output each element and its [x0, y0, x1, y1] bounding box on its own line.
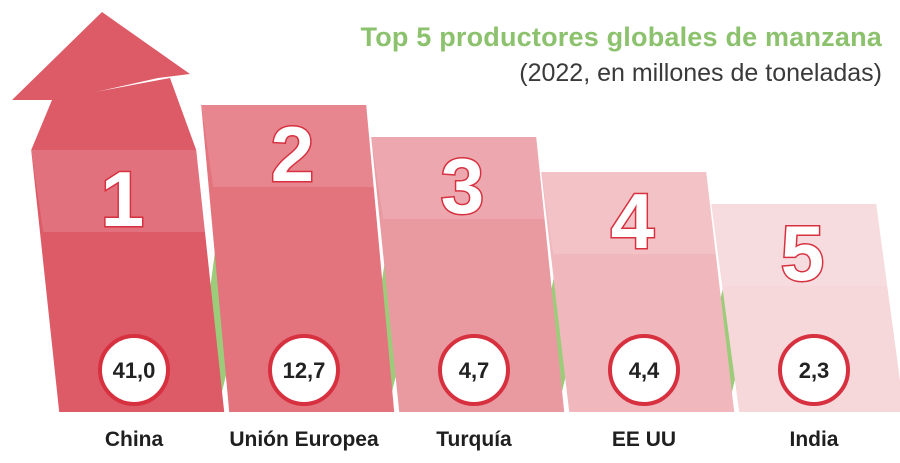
value-circle-4 [608, 334, 680, 406]
bar-4 [541, 172, 735, 412]
value-label-1: 41,0 [113, 358, 156, 383]
rank-number-2: 2 [271, 110, 314, 198]
value-label-2: 12,7 [283, 358, 326, 383]
value-circle-1 [98, 334, 170, 406]
bar-band-2 [201, 105, 379, 187]
chart-title: Top 5 productores globales de manzana [360, 22, 882, 52]
bar-group-1: 1 41,0 China [12, 12, 225, 451]
value-circle-5 [778, 334, 850, 406]
bar-band-1 [31, 150, 209, 232]
value-label-3: 4,7 [459, 358, 490, 383]
bar-band-5 [711, 204, 889, 286]
category-label-2: Unión Europea [229, 428, 379, 451]
bar-group-3: 3 4,7 Turquía [371, 137, 565, 451]
bar-band-4 [541, 172, 719, 254]
arrow-head [12, 12, 190, 100]
bar-3 [371, 137, 565, 412]
chart-subtitle: (2022, en millones de toneladas) [519, 59, 882, 87]
value-circle-3 [438, 334, 510, 406]
bar-group-5: 5 2,3 India [711, 204, 900, 451]
category-label-3: Turquía [436, 428, 512, 451]
bar-group-4: 4 4,4 EE UU [541, 172, 735, 451]
rank-number-1: 1 [101, 155, 144, 243]
rank-number-3: 3 [441, 142, 484, 230]
rank-number-5: 5 [781, 209, 824, 297]
rank-number-4: 4 [611, 177, 654, 265]
value-label-4: 4,4 [629, 358, 660, 383]
value-circle-2 [268, 334, 340, 406]
bar-2 [201, 105, 395, 412]
category-label-1: China [105, 428, 164, 451]
category-label-4: EE UU [612, 428, 676, 451]
arrow-neck [31, 78, 197, 150]
bar-1 [31, 150, 225, 412]
bar-group-2: 2 12,7 Unión Europea [201, 105, 395, 451]
category-label-5: India [789, 428, 838, 451]
bar-5 [711, 204, 900, 412]
bar-band-3 [371, 137, 549, 219]
value-label-5: 2,3 [799, 358, 830, 383]
chart-title-block: Top 5 productores globales de manzana (2… [361, 22, 883, 88]
